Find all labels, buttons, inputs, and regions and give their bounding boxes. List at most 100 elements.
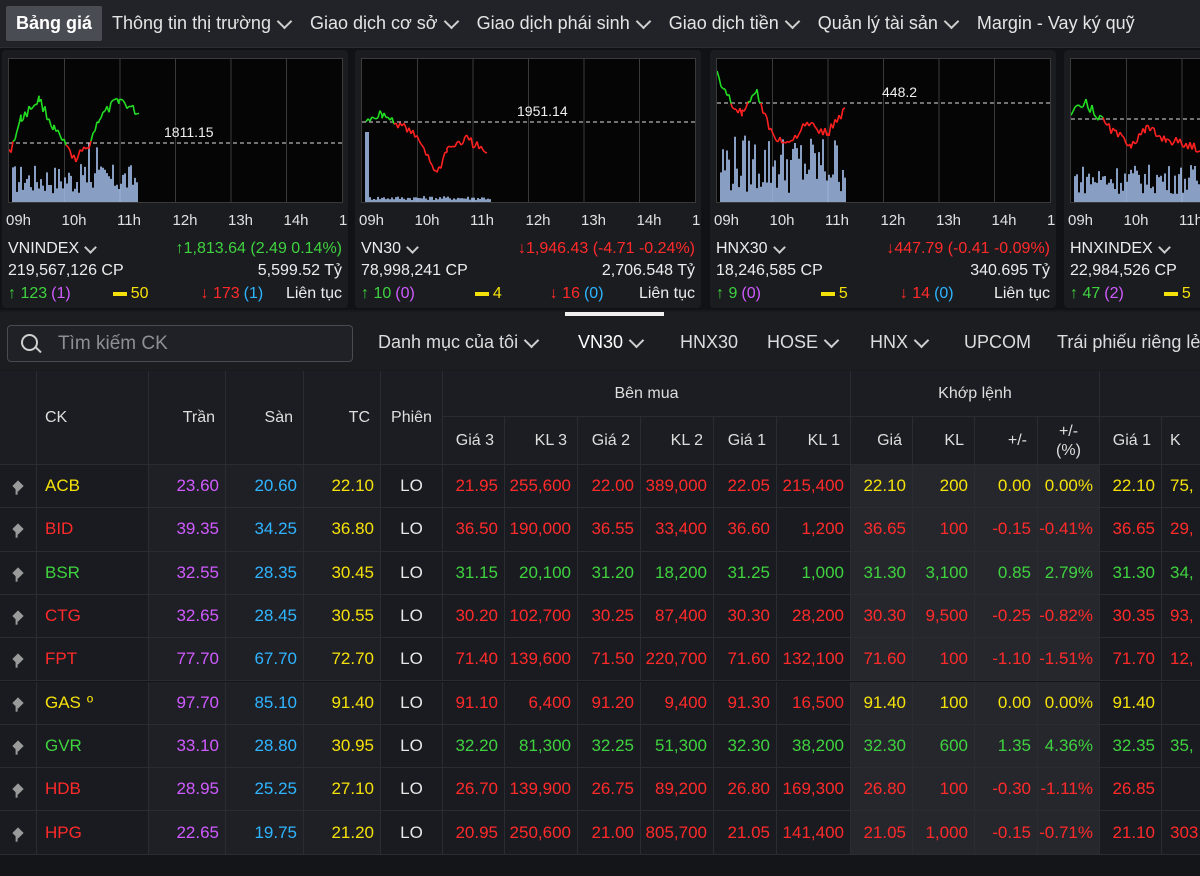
pin-icon[interactable] (12, 567, 24, 579)
cell-gia3: 36.50 (443, 508, 505, 552)
cell-value: 1,000 (801, 562, 844, 582)
main-nav: Bảng giá Thông tin thị trường Giao dịch cơ… (0, 0, 1200, 48)
cell-ck[interactable]: HPG (37, 811, 149, 855)
pin-cell[interactable] (0, 551, 37, 595)
pin-cell[interactable] (0, 768, 37, 812)
cell-ck[interactable]: ACB (37, 465, 149, 509)
index-card-hnx30[interactable]: 448.2 09h 10h 11h 12h 13h 14h 15h HNX30 ↓447.79 (… (710, 50, 1056, 308)
nav-item-2[interactable]: Giao dịch cơ sở (300, 6, 467, 41)
cell-s_kl1: 303, (1162, 811, 1200, 855)
cell-value: 39.35 (176, 519, 219, 539)
cell-value: 0.00% (1044, 692, 1093, 712)
cell-gia2: 31.20 (578, 551, 641, 595)
nav-item-0[interactable]: Bảng giá (6, 6, 103, 41)
cell-ck[interactable]: GVR (37, 724, 149, 769)
header-kl3: KL 3 (505, 417, 578, 465)
tab-danh-mục-của-tôi[interactable]: Danh mục của tôi (378, 327, 540, 357)
cell-value: 22.65 (176, 822, 219, 842)
nav-item-6[interactable]: Margin - Vay ký quỹ (967, 6, 1145, 41)
pin-icon[interactable] (12, 653, 24, 665)
advances-count: ↑ 47 (1070, 285, 1101, 302)
cell-value: 32.35 (1112, 735, 1155, 755)
nav-item-1[interactable]: Thông tin thị trường (102, 6, 300, 41)
index-name[interactable]: HNXINDEX (1070, 240, 1153, 257)
cell-value: 77.70 (176, 649, 219, 669)
tab-hose[interactable]: HOSE (767, 327, 840, 357)
cell-value: LO (400, 735, 423, 755)
index-name[interactable]: VNINDEX (8, 240, 80, 257)
cell-ck[interactable]: BID (37, 508, 149, 552)
index-card-hnxindex[interactable]: 09h10h11h12h13h14h15hHNXINDEX22,984,526 … (1064, 50, 1200, 308)
index-turnover: 5,599.52 Tỷ (257, 262, 342, 279)
pin-cell[interactable] (0, 465, 37, 509)
cell-ck[interactable]: BSR (37, 551, 149, 595)
cell-s_gia1: 71.70 (1100, 638, 1162, 682)
cell-gia2: 26.75 (578, 768, 641, 812)
cell-value: 28,200 (792, 606, 844, 626)
cell-value: 32.30 (727, 735, 770, 755)
cell-value: 139,900 (509, 779, 571, 799)
cell-ck[interactable]: CTG (37, 594, 149, 639)
pin-icon[interactable] (12, 610, 24, 622)
pin-cell[interactable] (0, 638, 37, 682)
pin-icon[interactable] (12, 696, 24, 709)
index-name[interactable]: HNX30 (716, 240, 768, 257)
index-volume-row: 219,567,126 CP 5,599.52 Tỷ (8, 260, 342, 282)
cell-value: 81,300 (519, 735, 571, 755)
arrow-up-icon: ↑ (175, 240, 184, 257)
declines-count: ↓ 14 (899, 285, 931, 302)
intraday-chart (9, 59, 342, 202)
intraday-chart (362, 59, 695, 202)
declines-value: 173 (212, 285, 240, 302)
cell-value: -1.11% (1040, 779, 1093, 799)
cell-ck[interactable]: GAS º (37, 681, 149, 725)
declines-floor: (0) (934, 285, 954, 302)
cell-s_kl1: 75, (1162, 465, 1200, 509)
advances-value: 10 (373, 285, 392, 302)
cell-ck[interactable]: HDB (37, 768, 149, 812)
pin-cell[interactable] (0, 811, 37, 855)
tab-hnx30[interactable]: HNX30 (680, 327, 738, 357)
cell-value: -0.25 (992, 606, 1031, 626)
cell-ck[interactable]: FPT (37, 638, 149, 682)
pin-icon[interactable] (12, 480, 24, 492)
tab-upcom[interactable]: UPCOM (964, 327, 1031, 357)
pin-cell[interactable] (0, 724, 37, 769)
cell-chg: -1.10 (975, 638, 1038, 682)
pin-cell[interactable] (0, 594, 37, 639)
cell-pct: 2.79% (1038, 551, 1100, 595)
cell-value: 26.70 (455, 779, 498, 799)
cell-value: 35, (1170, 735, 1194, 755)
pin-cell[interactable] (0, 681, 37, 725)
pin-icon[interactable] (12, 826, 24, 839)
cell-value: 303, (1170, 822, 1200, 842)
cell-kl: 3,100 (913, 551, 975, 595)
tab-hnx[interactable]: HNX (870, 327, 930, 357)
time-tick: 10h (769, 212, 795, 229)
index-name[interactable]: VN30 (361, 240, 402, 257)
session-status: Liên tục (285, 285, 342, 302)
search-input[interactable] (56, 330, 340, 358)
nav-item-4[interactable]: Giao dịch tiền (659, 6, 808, 41)
cell-kl3: 139,900 (505, 768, 578, 812)
pin-icon[interactable] (12, 783, 24, 795)
pin-icon[interactable] (12, 523, 24, 536)
tab-vn30[interactable]: VN30 (578, 327, 645, 357)
volume-bars (12, 142, 138, 202)
cell-value: -0.82% (1039, 606, 1093, 626)
cell-value: 32.30 (863, 735, 906, 755)
cell-gia1: 30.30 (714, 594, 777, 639)
search-box[interactable] (7, 325, 353, 362)
cell-value: 97.70 (176, 692, 219, 712)
cell-san: 25.25 (226, 768, 304, 812)
pin-icon[interactable] (12, 740, 24, 752)
nav-item-5[interactable]: Quản lý tài sản (808, 6, 967, 41)
cell-value: 215,400 (782, 476, 844, 496)
tab-trái-phiếu-riêng-lẻ[interactable]: Trái phiếu riêng lẻ (1057, 327, 1200, 357)
pin-cell[interactable] (0, 508, 37, 552)
index-card-vnindex[interactable]: 1811.15 09h 10h 11h 12h 13h 14h 15h VNINDEX ↑1,81… (2, 50, 348, 308)
cell-gia3: 26.70 (443, 768, 505, 812)
index-card-vn30[interactable]: 1951.14 09h 10h 11h 12h 13h 14h 15h VN30 ↓1,946.4… (355, 50, 701, 308)
cell-kl3: 6,400 (505, 681, 578, 725)
nav-item-3[interactable]: Giao dịch phái sinh (467, 6, 659, 41)
